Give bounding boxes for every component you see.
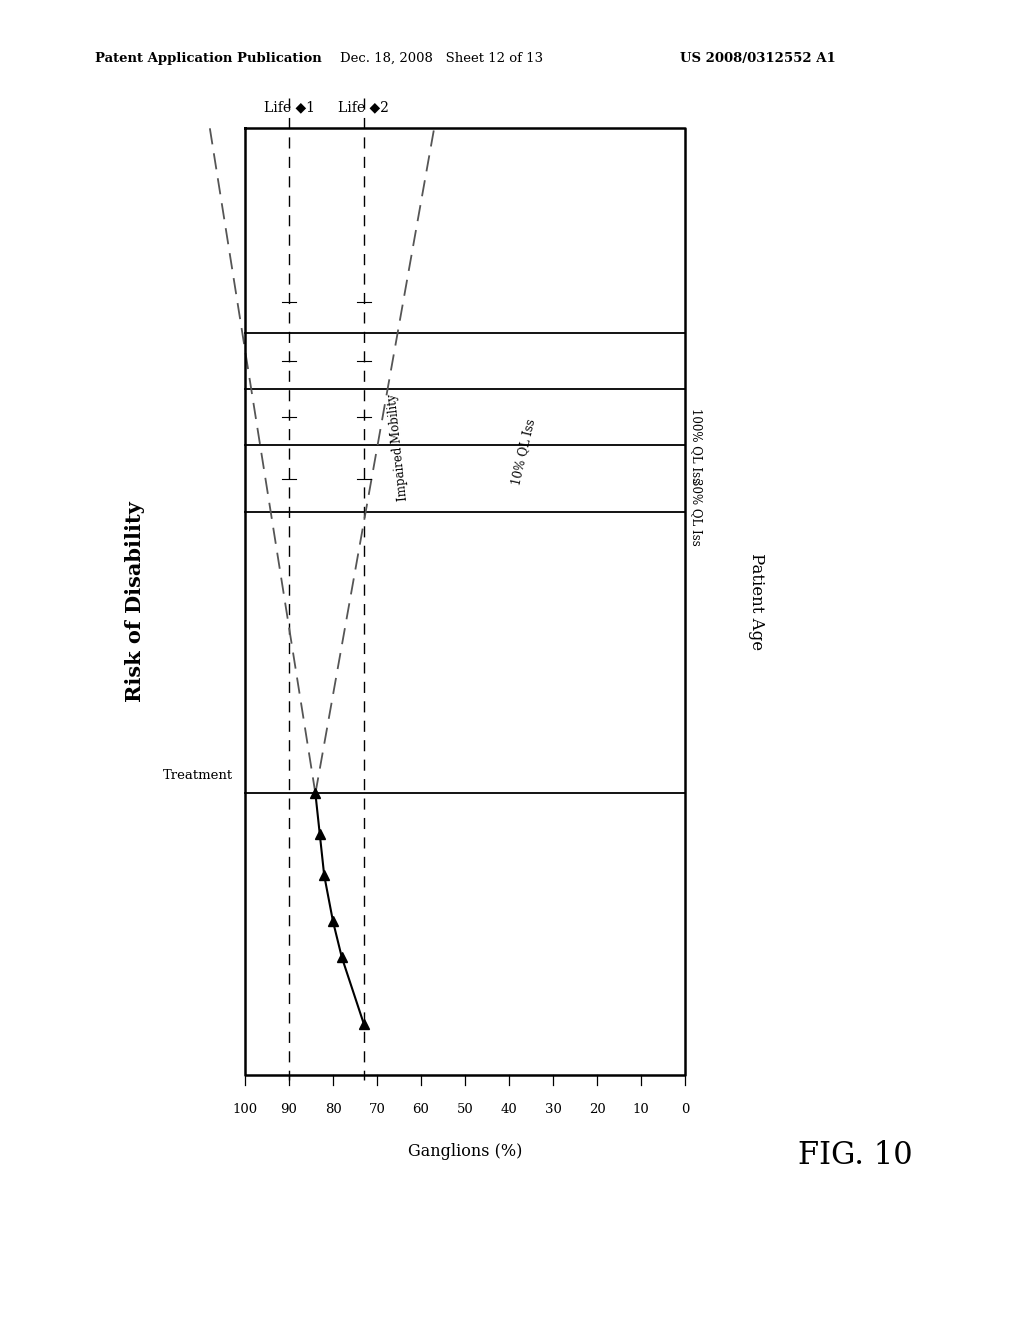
Text: Dec. 18, 2008   Sheet 12 of 13: Dec. 18, 2008 Sheet 12 of 13 xyxy=(340,51,543,65)
Text: 90: 90 xyxy=(281,1104,297,1115)
Text: 100% QL Iss: 100% QL Iss xyxy=(690,408,703,483)
Text: 60: 60 xyxy=(413,1104,429,1115)
Text: Ganglions (%): Ganglions (%) xyxy=(408,1143,522,1160)
Text: 80: 80 xyxy=(325,1104,341,1115)
Text: 10% QL Iss: 10% QL Iss xyxy=(509,417,537,486)
Text: 40: 40 xyxy=(501,1104,517,1115)
Text: Life ◆1: Life ◆1 xyxy=(263,100,314,114)
Text: FIG. 10: FIG. 10 xyxy=(798,1139,912,1171)
Text: 30% QL Iss: 30% QL Iss xyxy=(690,478,703,545)
Text: Patent Application Publication: Patent Application Publication xyxy=(95,51,322,65)
Text: 100: 100 xyxy=(232,1104,258,1115)
Text: 20: 20 xyxy=(589,1104,605,1115)
Text: 0: 0 xyxy=(681,1104,689,1115)
Text: 70: 70 xyxy=(369,1104,385,1115)
Text: 30: 30 xyxy=(545,1104,561,1115)
Text: US 2008/0312552 A1: US 2008/0312552 A1 xyxy=(680,51,836,65)
Text: Risk of Disability: Risk of Disability xyxy=(125,502,145,702)
Text: 10: 10 xyxy=(633,1104,649,1115)
Text: Treatment: Treatment xyxy=(163,770,233,781)
Text: Impaired Mobility: Impaired Mobility xyxy=(386,393,410,502)
Text: Life ◆2: Life ◆2 xyxy=(338,100,389,114)
Text: Patient Age: Patient Age xyxy=(749,553,766,649)
Text: 50: 50 xyxy=(457,1104,473,1115)
